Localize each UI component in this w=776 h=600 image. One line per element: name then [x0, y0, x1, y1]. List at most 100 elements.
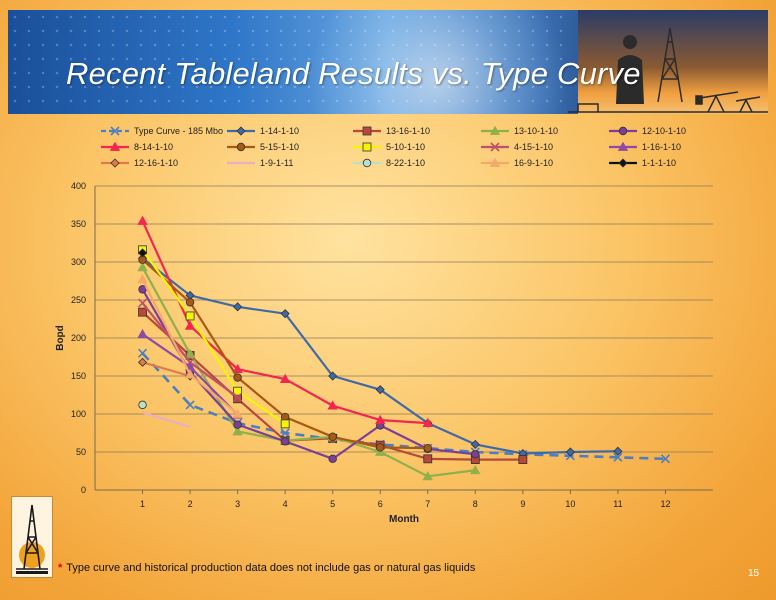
series-12-16-1-10 — [137, 357, 195, 381]
legend-marker — [236, 126, 246, 136]
legend-item: 13-16-1-10 — [352, 124, 430, 138]
legend-swatch — [101, 142, 129, 151]
x-tick-label: 9 — [520, 499, 525, 509]
legend-label: 12-16-1-10 — [134, 158, 179, 168]
legend-swatch — [353, 126, 381, 136]
data-point — [565, 447, 575, 457]
legend-label: 13-16-1-10 — [386, 126, 431, 136]
oil-rig-worker-icon — [616, 27, 683, 104]
data-point — [137, 248, 148, 258]
legend-marker — [490, 142, 500, 152]
data-point — [232, 363, 243, 374]
x-tick-label: 4 — [283, 499, 288, 509]
legend-label: 4-15-1-10 — [514, 142, 554, 152]
data-point — [137, 328, 148, 339]
legend-swatch — [609, 158, 637, 168]
legend-swatch — [609, 142, 637, 151]
data-point — [613, 452, 623, 462]
page-number: 15 — [748, 568, 760, 579]
legend-item: 13-10-1-10 — [480, 124, 558, 138]
data-point — [375, 414, 386, 424]
data-point — [185, 311, 195, 321]
data-point — [280, 437, 290, 446]
data-point — [233, 386, 243, 396]
data-point — [423, 454, 433, 464]
data-point — [137, 274, 148, 284]
legend-item: 1-9-1-11 — [226, 156, 293, 170]
x-tick-label: 6 — [378, 499, 383, 509]
legend-marker — [110, 158, 120, 168]
data-point — [185, 298, 195, 307]
series-1-9-1-11 — [142, 411, 191, 428]
y-tick-label: 50 — [76, 447, 86, 457]
x-tick-label: 8 — [473, 499, 478, 509]
series-16-9-1-10 — [137, 274, 243, 418]
data-point — [280, 309, 290, 319]
legend-swatch — [609, 126, 637, 136]
legend-swatch — [227, 142, 255, 152]
company-logo — [11, 496, 53, 578]
x-tick-label: 5 — [330, 499, 335, 509]
x-tick-label: 11 — [613, 499, 622, 509]
chart-legend: Type Curve - 185 Mbo 1-14-1-10 13-16-1-10 1… — [100, 124, 700, 174]
y-tick-label: 0 — [81, 485, 86, 495]
data-point — [328, 454, 337, 464]
y-axis-label: Bopd — [55, 325, 66, 351]
data-point — [184, 348, 196, 358]
legend-label: 8-14-1-10 — [134, 142, 174, 152]
y-tick-label: 200 — [71, 333, 86, 343]
data-point — [422, 417, 433, 428]
data-point — [185, 400, 195, 410]
data-point — [470, 464, 481, 475]
legend-label: 5-10-1-10 — [386, 142, 426, 152]
y-tick-label: 150 — [71, 371, 86, 381]
legend-marker — [489, 158, 501, 167]
x-tick-label: 10 — [565, 499, 575, 509]
legend-marker — [109, 142, 121, 151]
data-point — [328, 371, 338, 381]
legend-marker — [362, 158, 372, 168]
legend-item: 1-1-1-10 — [608, 156, 676, 170]
legend-swatch — [481, 158, 509, 167]
banner-glow — [308, 10, 568, 114]
data-point — [328, 432, 337, 441]
legend-item: 1-16-1-10 — [608, 140, 681, 154]
legend-item: 16-9-1-10 — [480, 156, 553, 170]
legend-label: 1-14-1-10 — [260, 126, 300, 136]
x-tick-label: 2 — [188, 499, 193, 509]
legend-swatch — [227, 161, 255, 165]
legend-item: 8-14-1-10 — [100, 140, 173, 154]
x-tick-label: 12 — [660, 499, 670, 509]
data-point — [232, 408, 243, 418]
series-line — [141, 249, 286, 425]
series-line — [142, 411, 191, 428]
legend-swatch — [353, 142, 381, 152]
legend-item: 1-14-1-10 — [226, 124, 299, 138]
legend-marker — [618, 158, 628, 168]
data-point — [184, 320, 196, 330]
data-point — [327, 400, 338, 410]
data-point — [233, 373, 242, 382]
x-tick-label: 1 — [140, 499, 145, 509]
data-point — [422, 471, 433, 481]
data-point — [613, 446, 623, 456]
footnote-text: Type curve and historical production dat… — [66, 562, 476, 574]
y-tick-label: 300 — [71, 257, 86, 267]
y-tick-label: 100 — [71, 409, 86, 419]
legend-label: 12-10-1-10 — [642, 126, 687, 136]
series-8-22-1-10 — [138, 400, 147, 410]
data-point — [137, 262, 148, 272]
legend-item: 12-16-1-10 — [100, 156, 178, 170]
data-point — [233, 302, 243, 312]
legend-label: Type Curve - 185 Mbo — [134, 126, 224, 136]
data-point — [137, 348, 148, 358]
data-point — [660, 454, 671, 464]
data-point — [233, 420, 242, 429]
data-point — [279, 373, 291, 383]
title-banner: Recent Tableland Results vs. Type Curve — [8, 10, 768, 114]
series-8-14-1-10 — [137, 215, 433, 428]
legend-item: 5-10-1-10 — [352, 140, 425, 154]
data-point — [376, 443, 385, 452]
legend-label: 5-15-1-10 — [260, 142, 300, 152]
data-point — [470, 439, 480, 449]
